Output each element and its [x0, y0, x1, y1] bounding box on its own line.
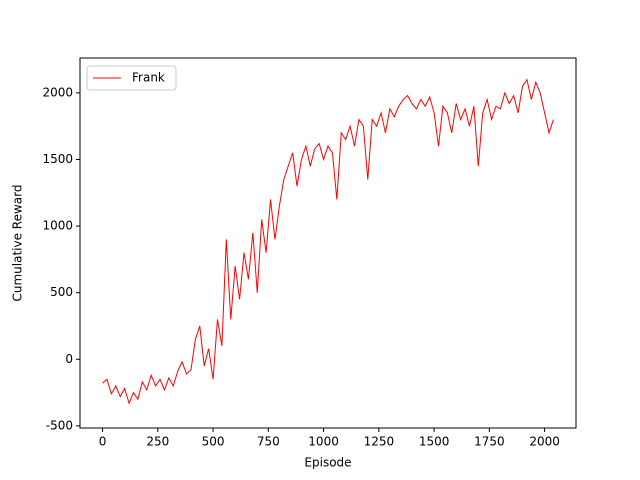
- x-tick-label: 1250: [364, 435, 395, 449]
- y-tick-label: 2000: [42, 85, 73, 99]
- x-tick-label: 750: [257, 435, 280, 449]
- x-tick-label: 250: [146, 435, 169, 449]
- line-series: [102, 78, 554, 405]
- x-axis-label: Episode: [304, 456, 351, 470]
- y-tick-label: 1500: [42, 152, 73, 166]
- x-tick-label: 1750: [474, 435, 505, 449]
- x-tick-label: 500: [202, 435, 225, 449]
- legend-box: [86, 65, 177, 91]
- x-tick-label: 1000: [308, 435, 339, 449]
- y-tick-label: 500: [50, 285, 73, 299]
- plot-frame: [79, 57, 577, 429]
- x-tick-label: 1500: [419, 435, 450, 449]
- y-tick-label: 1000: [42, 219, 73, 233]
- legend-label: Frank: [132, 71, 165, 85]
- y-tick-label: -500: [46, 418, 73, 432]
- y-tick-label: 0: [65, 352, 73, 366]
- x-tick-label: 2000: [529, 435, 560, 449]
- x-tick-label: 0: [99, 435, 107, 449]
- y-axis-label: Cumulative Reward: [11, 185, 25, 302]
